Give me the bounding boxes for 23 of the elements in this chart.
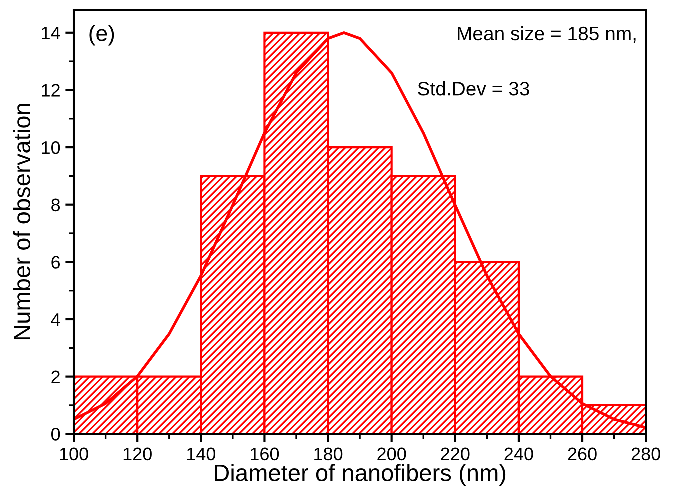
annotation: Std.Dev = 33 bbox=[418, 82, 530, 96]
x-axis-title: Diameter of nanofibers (nm) bbox=[215, 464, 506, 486]
y-tick-label: 6 bbox=[52, 256, 60, 269]
y-tick-label: 14 bbox=[42, 27, 60, 40]
x-tick-label: 140 bbox=[187, 448, 216, 461]
y-tick-label: 4 bbox=[51, 314, 60, 326]
x-tick-label: 280 bbox=[632, 448, 660, 461]
y-tick-label: 0 bbox=[52, 428, 60, 441]
annotation: (e) bbox=[90, 25, 114, 46]
x-tick-label: 100 bbox=[60, 448, 88, 461]
x-tick-label: 200 bbox=[378, 448, 406, 461]
y-tick-label: 12 bbox=[42, 84, 60, 97]
x-tick-label: 260 bbox=[568, 448, 597, 461]
x-tick-label: 180 bbox=[314, 448, 343, 461]
x-tick-label: 160 bbox=[251, 448, 280, 461]
y-tick-label: 8 bbox=[52, 198, 60, 212]
x-tick-label: 220 bbox=[441, 448, 470, 461]
x-tick-label: 240 bbox=[504, 448, 534, 461]
y-axis-title: Number of observation bbox=[13, 104, 31, 340]
x-tick-label: 120 bbox=[124, 448, 152, 461]
y-tick-label: 10 bbox=[42, 141, 60, 154]
y-tick-label: 2 bbox=[52, 370, 60, 384]
annotation: Mean size = 185 nm, bbox=[458, 26, 636, 43]
